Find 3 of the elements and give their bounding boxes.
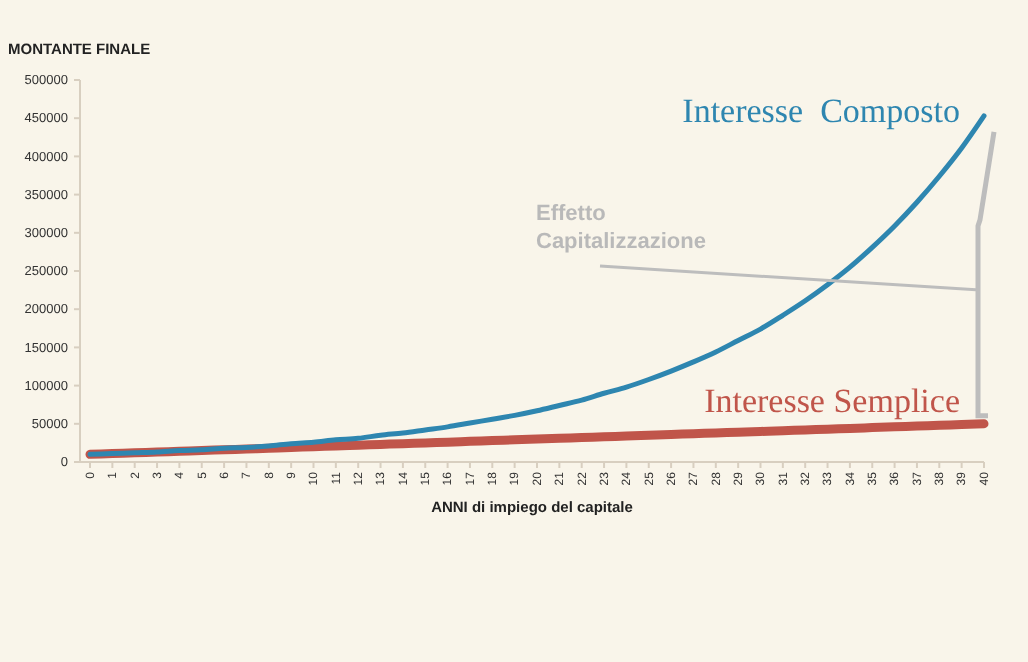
annotation: Effetto Capitalizzazione [536,202,706,254]
series-label: Interesse Semplice [704,381,960,420]
series-label: Interesse Composto [682,91,960,130]
